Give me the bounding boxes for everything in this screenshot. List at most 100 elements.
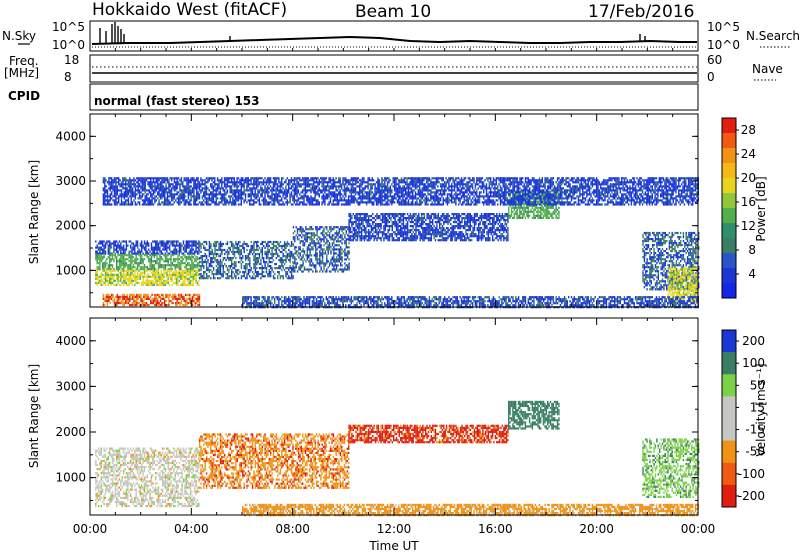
power-cell: [673, 248, 674, 250]
power-cell: [360, 215, 361, 217]
power-cell: [200, 277, 201, 279]
power-cell: [694, 260, 695, 262]
power-cell: [162, 274, 163, 276]
power-cell: [216, 245, 217, 247]
power-cell: [244, 271, 245, 273]
power-cell: [474, 227, 475, 229]
power-cell: [656, 266, 657, 268]
power-cell: [165, 272, 166, 274]
power-cell: [329, 236, 330, 238]
power-cell: [134, 278, 135, 280]
power-cell: [314, 264, 315, 266]
power-cell: [109, 280, 110, 282]
power-cell: [505, 227, 506, 229]
power-cell: [656, 242, 657, 244]
power-cell: [677, 232, 678, 234]
power-cell: [140, 245, 141, 247]
power-cell: [155, 262, 156, 264]
power-cell: [547, 211, 548, 213]
power-cell: [335, 232, 336, 234]
power-cell: [506, 215, 507, 217]
power-cell: [141, 247, 142, 249]
power-cell: [336, 244, 337, 246]
power-cell: [509, 197, 510, 199]
power-cell: [543, 215, 544, 217]
power-cell: [120, 262, 121, 264]
power-cell: [355, 223, 356, 225]
power-cell: [298, 248, 299, 250]
power-cell: [134, 247, 135, 249]
power-cell: [145, 304, 146, 306]
power-cell: [147, 274, 148, 276]
power-cell: [350, 221, 351, 223]
power-cell: [357, 213, 358, 215]
power-cell: [433, 229, 434, 231]
power-cell: [683, 254, 684, 256]
power-cell: [161, 294, 162, 296]
power-cell: [486, 227, 487, 229]
power-cell: [646, 284, 647, 286]
power-cell: [687, 286, 688, 288]
power-cell: [123, 260, 124, 262]
power-cell: [389, 235, 390, 237]
power-cell: [248, 257, 249, 259]
power-cell: [186, 240, 187, 242]
power-cell: [648, 274, 649, 276]
power-cell: [161, 304, 162, 306]
power-cell: [344, 248, 345, 250]
power-cell: [403, 221, 404, 223]
power-cell: [680, 232, 681, 234]
power-cell: [188, 240, 189, 242]
power-cell: [101, 258, 102, 260]
power-cell: [186, 294, 187, 296]
power-cell: [200, 247, 201, 249]
power-cell: [322, 232, 323, 234]
power-cell: [231, 263, 232, 265]
power-cell: [644, 282, 645, 284]
power-cell: [348, 242, 349, 244]
power-cell: [278, 243, 279, 245]
power-cell: [446, 227, 447, 229]
power-cell: [122, 274, 123, 276]
power-cell: [296, 246, 297, 248]
power-cell: [477, 219, 478, 221]
power-cell: [364, 235, 365, 237]
power-cell: [248, 269, 249, 271]
power-cell: [407, 213, 408, 215]
power-cell: [450, 227, 451, 229]
power-cell: [337, 260, 338, 262]
power-cell: [355, 225, 356, 227]
power-cell: [447, 215, 448, 217]
power-cell: [436, 231, 437, 233]
power-cell: [124, 280, 125, 282]
power-cell: [502, 217, 503, 219]
power-cell: [131, 258, 132, 260]
power-cell: [669, 254, 670, 256]
power-cell: [199, 245, 200, 247]
power-cell: [270, 257, 271, 259]
power-cell: [557, 213, 558, 215]
power-cell: [655, 266, 656, 268]
power-cell: [287, 267, 288, 269]
power-cell: [400, 213, 401, 215]
power-cell: [296, 258, 297, 260]
power-cell: [149, 280, 150, 282]
power-cell: [496, 233, 497, 235]
power-cell: [646, 288, 647, 290]
power-cell: [131, 260, 132, 262]
power-cell: [216, 273, 217, 275]
power-cell: [302, 240, 303, 242]
power-cell: [97, 262, 98, 264]
power-cell: [161, 242, 162, 244]
power-cell: [144, 242, 145, 244]
power-cell: [461, 237, 462, 239]
power-region-4: [199, 241, 294, 279]
power-cell: [302, 250, 303, 252]
power-cell: [463, 213, 464, 215]
power-cell: [140, 298, 141, 300]
power-cell: [223, 275, 224, 277]
power-cell: [445, 229, 446, 231]
power-cell: [195, 247, 196, 249]
power-cell: [205, 277, 206, 279]
power-cell: [156, 274, 157, 276]
